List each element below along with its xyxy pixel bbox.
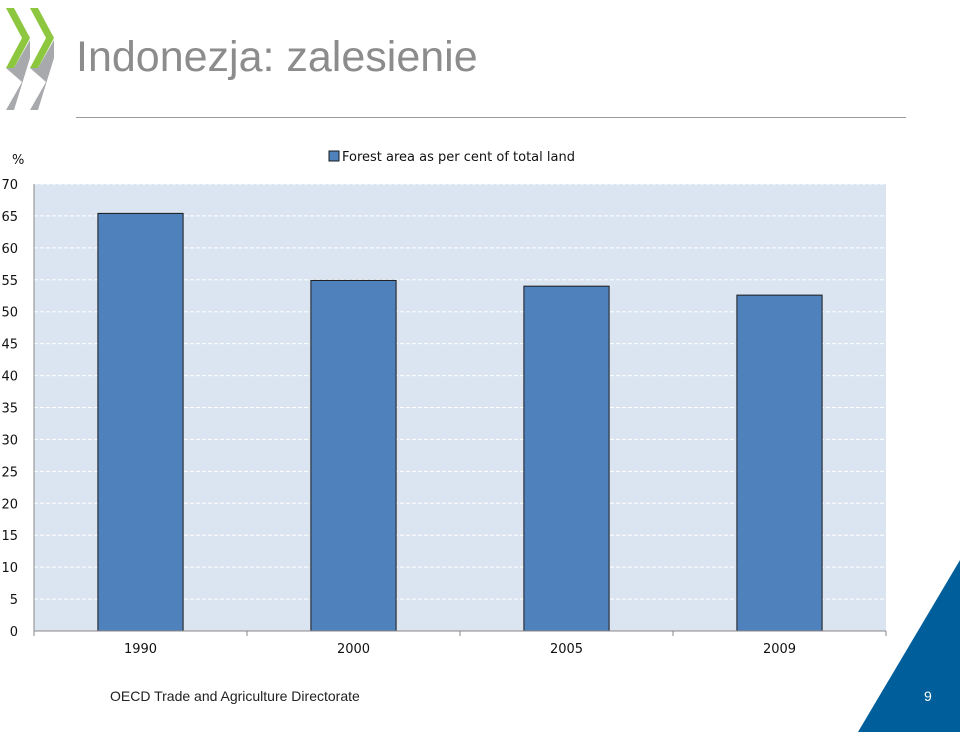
y-tick-label: 40 [1, 370, 18, 385]
y-axis-label: % [12, 153, 24, 168]
bars [97, 212, 823, 632]
logo-chevron-grey-1 [6, 40, 30, 110]
bar-2009 [736, 294, 823, 632]
y-tick-label: 60 [1, 242, 18, 257]
forest-area-bar-chart: 0 5 10 15 20 25 30 35 40 45 50 55 60 65 70 1990 2000 200… [1, 150, 887, 657]
slide-title: Indonezja: zalesienie [76, 33, 478, 81]
x-tick-label: 2005 [550, 642, 583, 657]
x-tick-label: 2000 [337, 642, 370, 657]
y-tick-labels: 0 5 10 15 20 25 30 35 40 45 50 55 60 65 70 [1, 178, 18, 640]
y-tick-label: 50 [1, 306, 18, 321]
bar-2000 [310, 279, 397, 632]
logo-chevron-green-2 [30, 8, 54, 68]
y-tick-label: 30 [1, 433, 18, 448]
y-tick-label: 15 [1, 529, 18, 544]
page-number: 9 [924, 688, 932, 704]
y-tick-label: 5 [10, 593, 18, 608]
footer-text: OECD Trade and Agriculture Directorate [110, 688, 360, 704]
y-tick-label: 55 [1, 274, 18, 289]
chart-legend: Forest area as per cent of total land [328, 150, 575, 165]
x-tick-label: 2009 [763, 642, 796, 657]
legend-swatch [328, 150, 340, 162]
corner-triangle-decoration [858, 560, 960, 732]
bar-2005 [523, 285, 610, 632]
legend-label: Forest area as per cent of total land [342, 150, 575, 165]
y-tick-label: 35 [1, 402, 18, 417]
y-tick-label: 70 [1, 178, 18, 193]
y-tick-label: 25 [1, 465, 18, 480]
oecd-logo [6, 8, 54, 110]
y-tick-label: 0 [10, 625, 18, 640]
axes [33, 184, 887, 636]
bar-1990 [97, 212, 184, 632]
y-tick-label: 65 [1, 210, 18, 225]
x-tick-label: 1990 [124, 642, 157, 657]
x-tick-labels: 1990 2000 2005 2009 [124, 642, 796, 657]
y-tick-label: 20 [1, 497, 18, 512]
logo-chevron-grey-2 [30, 40, 54, 110]
title-divider [76, 117, 906, 118]
y-tick-label: 45 [1, 338, 18, 353]
logo-chevron-green-1 [6, 8, 30, 68]
y-tick-label: 10 [1, 561, 18, 576]
